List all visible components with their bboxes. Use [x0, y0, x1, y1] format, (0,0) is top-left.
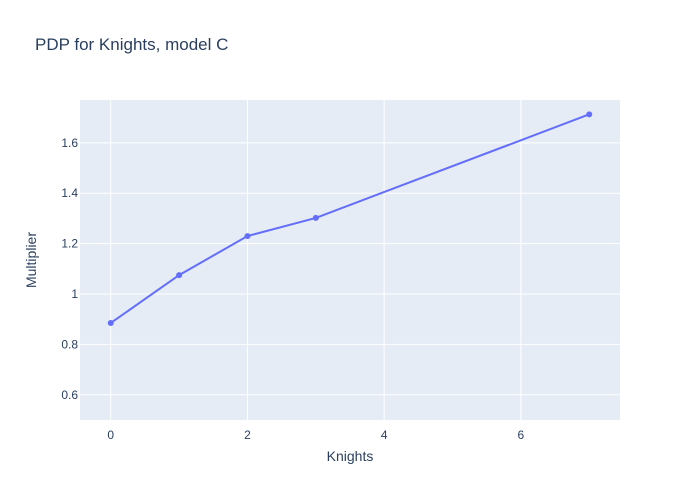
plot-area: [80, 100, 620, 420]
y-tick-label: 1: [71, 287, 78, 301]
x-tick-label: 0: [107, 428, 114, 442]
data-point[interactable]: [107, 319, 114, 326]
x-tick-label: 2: [244, 428, 251, 442]
data-point[interactable]: [312, 214, 319, 221]
x-tick-label: 4: [381, 428, 388, 442]
gridlines: [80, 100, 620, 420]
y-tick-label: 1.6: [61, 136, 78, 150]
y-axis-ticks: 0.6 0.8 1 1.2 1.4 1.6: [61, 136, 78, 402]
data-point[interactable]: [244, 233, 251, 240]
series-layer: [107, 111, 593, 326]
chart-title: PDP for Knights, model C: [35, 35, 228, 54]
y-tick-label: 1.2: [61, 237, 78, 251]
y-tick-label: 0.6: [61, 388, 78, 402]
x-axis-title: Knights: [327, 448, 374, 464]
y-tick-label: 1.4: [61, 186, 78, 200]
x-tick-label: 6: [518, 428, 525, 442]
x-axis-ticks: 0 2 4 6: [107, 428, 524, 442]
data-point[interactable]: [176, 272, 183, 279]
y-axis-title: Multiplier: [23, 232, 39, 288]
data-point[interactable]: [586, 111, 593, 118]
y-tick-label: 0.8: [61, 337, 78, 351]
